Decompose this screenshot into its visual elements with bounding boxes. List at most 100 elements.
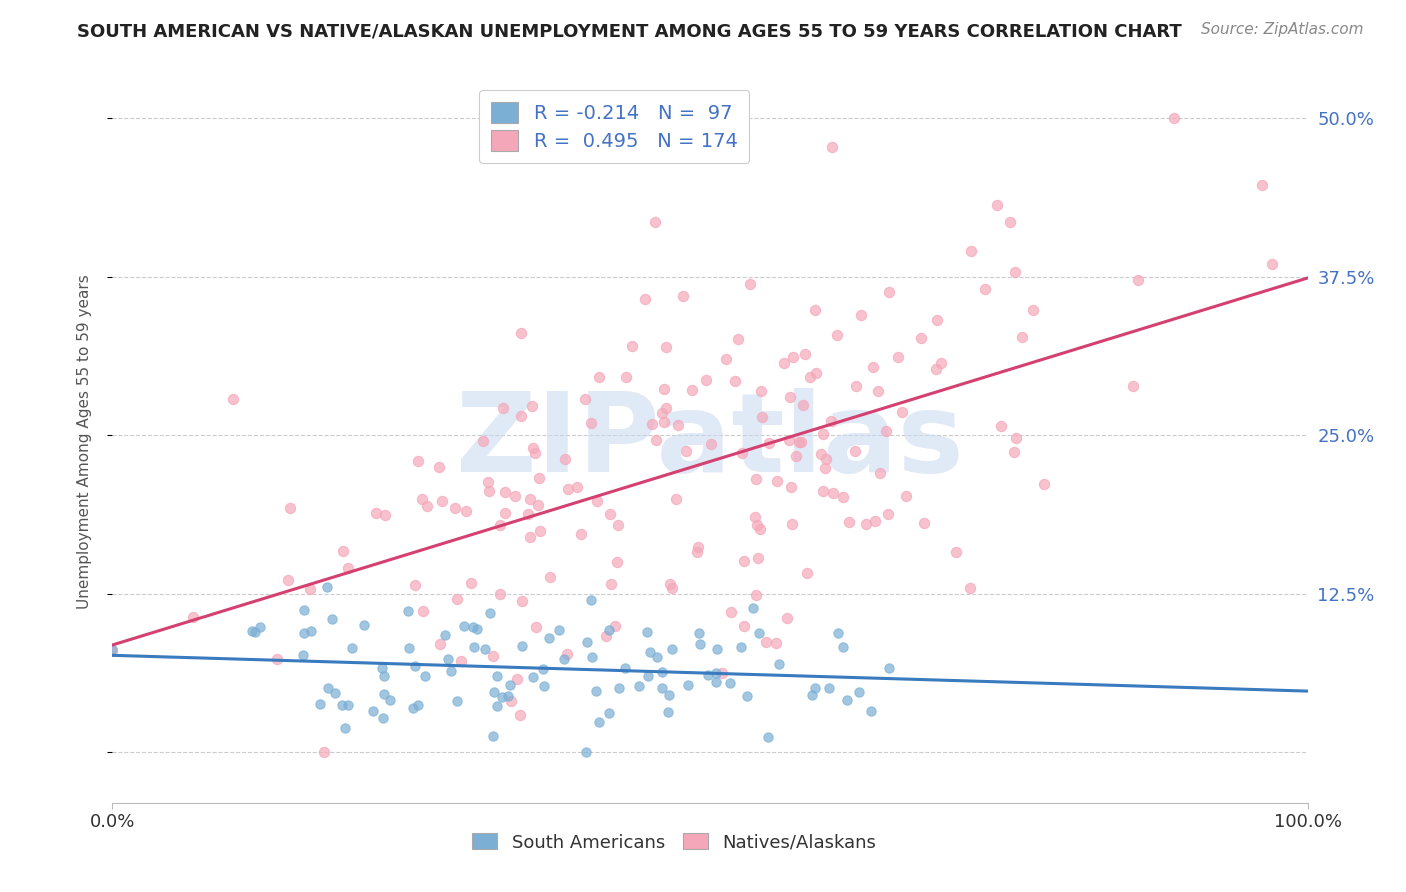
Point xyxy=(661,641,683,656)
Point xyxy=(849,309,872,323)
Point xyxy=(657,705,679,719)
Point xyxy=(747,518,769,533)
Point xyxy=(634,293,657,307)
Point xyxy=(820,140,842,154)
Point xyxy=(479,607,502,621)
Point xyxy=(332,543,354,558)
Point xyxy=(1251,178,1274,193)
Point xyxy=(651,681,673,696)
Point xyxy=(894,489,917,503)
Point xyxy=(605,619,627,633)
Point xyxy=(1128,273,1150,287)
Point xyxy=(773,356,796,370)
Point xyxy=(277,573,299,587)
Point xyxy=(460,575,482,590)
Point xyxy=(825,328,848,343)
Point xyxy=(675,444,697,458)
Point xyxy=(751,409,773,424)
Point xyxy=(471,434,494,448)
Point xyxy=(523,446,546,460)
Point xyxy=(848,685,870,699)
Text: SOUTH AMERICAN VS NATIVE/ALASKAN UNEMPLOYMENT AMONG AGES 55 TO 59 YEARS CORRELAT: SOUTH AMERICAN VS NATIVE/ALASKAN UNEMPLO… xyxy=(77,22,1182,40)
Point xyxy=(614,369,637,384)
Point xyxy=(785,449,807,463)
Point xyxy=(638,645,661,659)
Point xyxy=(440,664,463,678)
Point xyxy=(465,622,488,636)
Point xyxy=(686,545,709,559)
Point xyxy=(821,485,844,500)
Point xyxy=(688,626,710,640)
Point xyxy=(628,679,651,693)
Point xyxy=(337,698,360,712)
Point xyxy=(810,447,832,461)
Point xyxy=(482,648,505,663)
Point xyxy=(292,625,315,640)
Point xyxy=(404,578,426,592)
Point xyxy=(1011,330,1033,344)
Point xyxy=(730,640,752,654)
Point xyxy=(337,560,360,574)
Point xyxy=(869,466,891,480)
Point xyxy=(378,692,401,706)
Point xyxy=(799,370,821,384)
Point xyxy=(486,669,509,683)
Point xyxy=(844,444,866,458)
Point xyxy=(727,333,749,347)
Point xyxy=(765,636,787,650)
Point xyxy=(531,662,554,676)
Point xyxy=(353,618,375,632)
Text: ZIPatlas: ZIPatlas xyxy=(456,388,965,495)
Point xyxy=(779,433,801,447)
Point xyxy=(655,401,678,416)
Point xyxy=(495,484,517,499)
Point xyxy=(804,303,827,318)
Point xyxy=(503,489,526,503)
Point xyxy=(575,635,598,649)
Point xyxy=(598,706,620,721)
Point xyxy=(804,681,827,696)
Point xyxy=(374,508,396,522)
Point xyxy=(644,215,666,229)
Point xyxy=(314,745,336,759)
Point xyxy=(973,282,995,296)
Point xyxy=(412,604,434,618)
Point xyxy=(607,681,630,695)
Point xyxy=(373,687,395,701)
Point xyxy=(780,480,803,494)
Point xyxy=(444,501,467,516)
Point xyxy=(433,628,456,642)
Point xyxy=(1002,445,1025,459)
Point xyxy=(959,581,981,595)
Point xyxy=(522,441,544,455)
Point xyxy=(782,350,804,364)
Point xyxy=(652,415,675,429)
Point xyxy=(606,517,628,532)
Point xyxy=(755,635,778,649)
Point xyxy=(569,527,592,541)
Point xyxy=(485,698,508,713)
Point xyxy=(704,675,727,690)
Point xyxy=(806,366,828,380)
Point xyxy=(489,587,512,601)
Point xyxy=(491,690,513,704)
Point xyxy=(912,516,935,531)
Point xyxy=(554,452,576,467)
Point xyxy=(606,555,628,569)
Point xyxy=(429,637,451,651)
Point xyxy=(875,425,897,439)
Point xyxy=(533,680,555,694)
Point xyxy=(101,644,124,658)
Point xyxy=(780,516,803,531)
Point xyxy=(697,668,720,682)
Point xyxy=(835,693,858,707)
Point xyxy=(758,436,780,450)
Point xyxy=(720,606,742,620)
Point xyxy=(756,730,779,744)
Point xyxy=(859,705,882,719)
Point xyxy=(1122,378,1144,392)
Point xyxy=(396,604,419,618)
Point xyxy=(1033,477,1056,491)
Point xyxy=(509,409,531,423)
Point xyxy=(654,340,676,354)
